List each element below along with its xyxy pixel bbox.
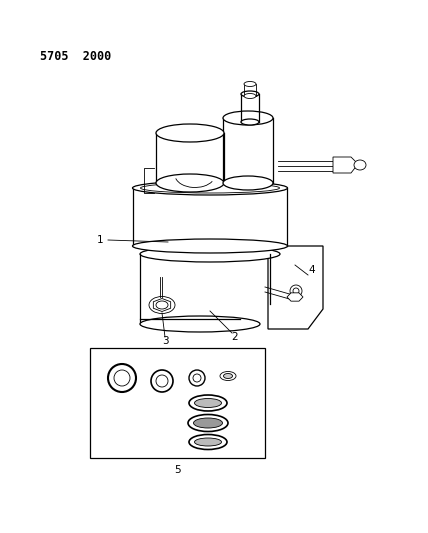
Ellipse shape	[133, 239, 288, 253]
Ellipse shape	[220, 372, 236, 381]
Ellipse shape	[354, 160, 366, 170]
Polygon shape	[333, 157, 358, 173]
Ellipse shape	[156, 174, 224, 192]
Bar	[90, 348, 265, 458]
Ellipse shape	[194, 399, 222, 408]
Text: 2: 2	[232, 332, 238, 342]
Ellipse shape	[140, 183, 279, 193]
Ellipse shape	[194, 438, 222, 446]
Text: 5: 5	[175, 465, 181, 475]
Polygon shape	[153, 298, 171, 311]
Ellipse shape	[133, 181, 288, 195]
Ellipse shape	[188, 415, 228, 432]
Polygon shape	[287, 293, 303, 301]
Ellipse shape	[241, 119, 259, 125]
Ellipse shape	[140, 316, 260, 332]
Text: 1: 1	[97, 235, 103, 245]
Polygon shape	[268, 246, 323, 329]
Ellipse shape	[140, 246, 280, 262]
Ellipse shape	[244, 82, 256, 86]
Ellipse shape	[223, 176, 273, 190]
Text: 5705  2000: 5705 2000	[40, 50, 111, 63]
Ellipse shape	[223, 374, 232, 378]
Text: 3: 3	[162, 336, 168, 346]
Ellipse shape	[193, 418, 223, 428]
Ellipse shape	[189, 395, 227, 411]
Ellipse shape	[223, 111, 273, 125]
Ellipse shape	[244, 93, 256, 99]
Ellipse shape	[156, 124, 224, 142]
Ellipse shape	[189, 434, 227, 449]
Ellipse shape	[241, 91, 259, 97]
Text: 4: 4	[309, 265, 315, 275]
